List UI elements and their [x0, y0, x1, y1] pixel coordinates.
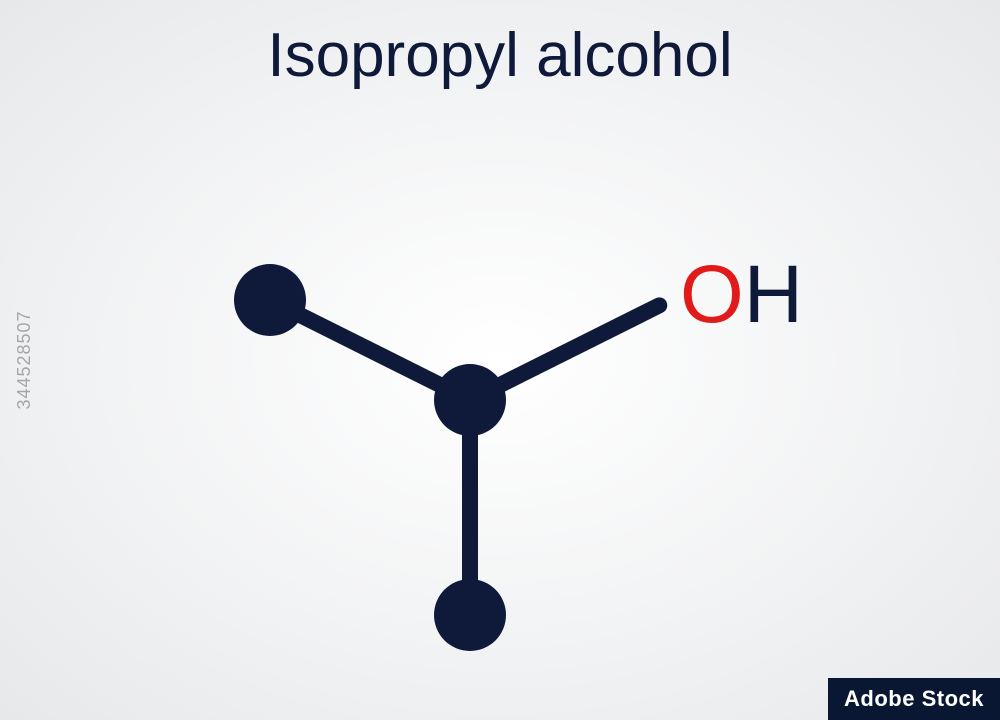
molecule-structure: OH [0, 0, 1000, 720]
stock-id-watermark: 344528507 [14, 310, 35, 409]
carbon-atom [234, 264, 306, 336]
svg-text:OH: OH [680, 249, 803, 340]
bond [476, 305, 659, 396]
carbon-atom [434, 364, 506, 436]
adobe-stock-badge: Adobe Stock [828, 678, 1000, 720]
bond [276, 303, 463, 397]
diagram-canvas: Isopropyl alcohol OH 344528507 Adobe Sto… [0, 0, 1000, 720]
carbon-atom [434, 579, 506, 651]
hydroxyl-label: OH [680, 249, 803, 340]
